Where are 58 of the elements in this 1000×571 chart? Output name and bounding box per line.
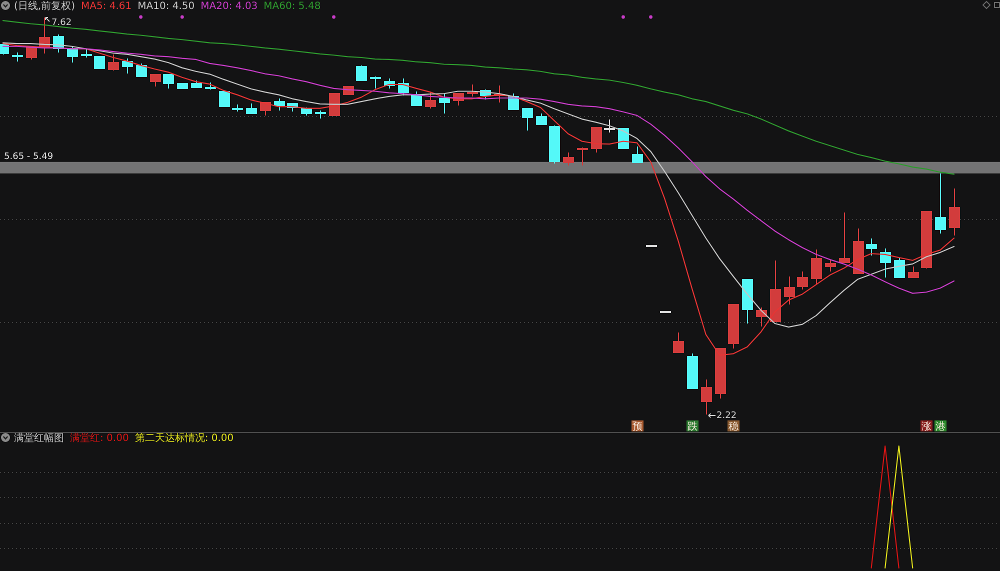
candlestick (274, 98, 285, 111)
text: MA20: 4.03 (200, 1, 258, 12)
candlestick (701, 379, 712, 415)
candlestick (315, 110, 326, 119)
candlestick (232, 104, 243, 112)
text: 满堂红: 0.00 (70, 432, 129, 444)
candlestick (536, 113, 547, 125)
candlestick (439, 93, 450, 114)
candlestick (742, 279, 753, 324)
candlestick (935, 173, 946, 234)
candlestick (94, 56, 105, 69)
chart-title: (日线,前复权) (14, 0, 76, 12)
candlestick (797, 271, 808, 290)
candlestick (26, 47, 37, 60)
candlestick (825, 259, 836, 272)
candlestick (163, 74, 174, 89)
candlestick (191, 80, 202, 88)
candlestick (673, 332, 684, 353)
text: MA60: 5.48 (264, 1, 321, 12)
candlestick (591, 127, 602, 153)
candlestick (811, 249, 822, 285)
candlestick (728, 304, 739, 349)
annotation: 7.62 (52, 18, 72, 28)
candlestick (81, 49, 92, 58)
text: MA10: 4.50 (138, 1, 195, 12)
candlestick (12, 52, 23, 62)
candlestick (425, 92, 436, 109)
candlestick (839, 212, 850, 263)
candlestick (177, 83, 188, 89)
candlestick (150, 74, 161, 87)
chart-title: 满堂红幅图 (14, 432, 64, 444)
text: MA5: 4.61 (80, 1, 132, 12)
candlestick (522, 108, 533, 131)
candlestick (329, 93, 340, 116)
candlestick (563, 152, 574, 166)
candlestick (632, 146, 643, 163)
candlestick (770, 260, 781, 322)
text: 第二天达标情况: 0.00 (134, 432, 234, 444)
candlestick (894, 257, 905, 278)
candlestick (136, 63, 147, 77)
candlestick (370, 76, 381, 89)
candlestick (108, 54, 119, 71)
candlestick (356, 65, 367, 81)
candlestick (784, 276, 795, 305)
candlestick (219, 90, 230, 107)
candlestick (687, 353, 698, 389)
candlestick (880, 248, 891, 278)
annotation: 2.22 (716, 411, 737, 421)
candlestick (246, 103, 257, 114)
candlestick (715, 348, 726, 399)
candlestick (949, 188, 960, 236)
candlestick (549, 125, 560, 164)
band-label: 5.65 - 5.49 (4, 152, 54, 162)
candlestick (908, 266, 919, 278)
candlestick (577, 147, 588, 166)
candlestick (853, 228, 864, 274)
candlestick (921, 211, 932, 269)
candlestick (866, 238, 877, 256)
